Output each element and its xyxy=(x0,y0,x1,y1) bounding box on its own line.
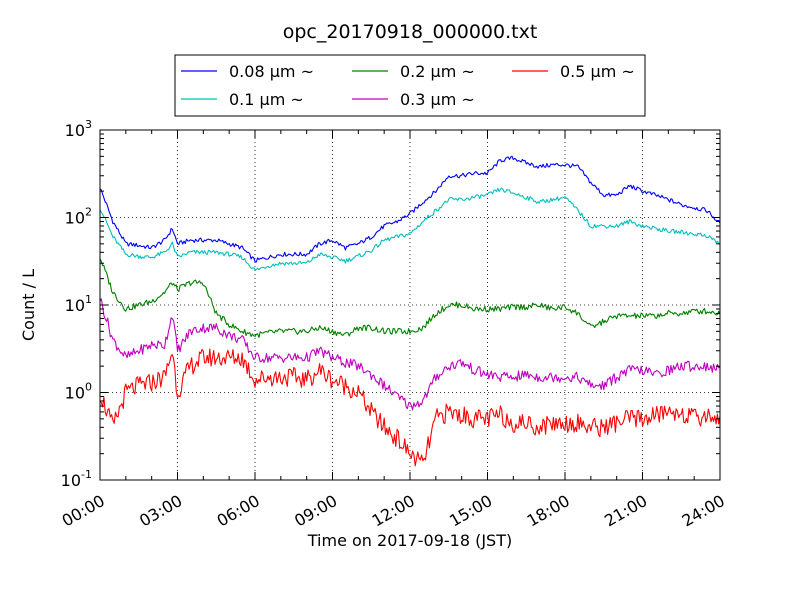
y-tick-exponent: -1 xyxy=(81,468,92,481)
chart-title: opc_20170918_000000.txt xyxy=(283,21,538,43)
y-tick-exponent: 2 xyxy=(85,206,92,219)
series-line xyxy=(99,348,721,467)
legend-label: 0.08 μm ~ xyxy=(229,62,314,81)
legend-label: 0.2 μm ~ xyxy=(400,62,475,81)
y-tick-base: 10 xyxy=(61,471,81,490)
legend-label: 0.1 μm ~ xyxy=(229,90,304,109)
y-tick-base: 10 xyxy=(65,296,85,315)
y-tick-label: 103 xyxy=(65,118,92,140)
legend: 0.08 μm ~ 0.1 μm ~ 0.2 μm ~ 0.3 μm ~ 0.5 μm … xyxy=(174,54,646,117)
series-line xyxy=(99,155,721,263)
y-tick-exponent: 1 xyxy=(85,293,92,306)
legend-label: 0.3 μm ~ xyxy=(400,90,475,109)
series-line xyxy=(99,187,721,271)
series-line xyxy=(99,258,721,339)
y-tick-base: 10 xyxy=(65,384,85,403)
series-lines xyxy=(99,155,721,467)
series-line xyxy=(99,298,721,411)
y-tick-exponent: 3 xyxy=(85,118,92,131)
y-tick-label: 102 xyxy=(65,206,92,228)
legend-label: 0.5 μm ~ xyxy=(560,62,635,81)
legend-box xyxy=(174,54,646,117)
y-tick-base: 10 xyxy=(65,209,85,228)
y-axis-label: Count / L xyxy=(19,269,38,341)
y-tick-exponent: 0 xyxy=(85,381,92,394)
y-tick-base: 10 xyxy=(65,121,85,140)
x-axis-label: Time on 2017-09-18 (JST) xyxy=(307,531,512,550)
grid xyxy=(100,130,720,480)
y-tick-label: 101 xyxy=(65,293,92,315)
y-tick-label: 100 xyxy=(65,381,92,403)
y-tick-label: 10-1 xyxy=(61,468,92,490)
axis-ticks xyxy=(99,129,721,481)
